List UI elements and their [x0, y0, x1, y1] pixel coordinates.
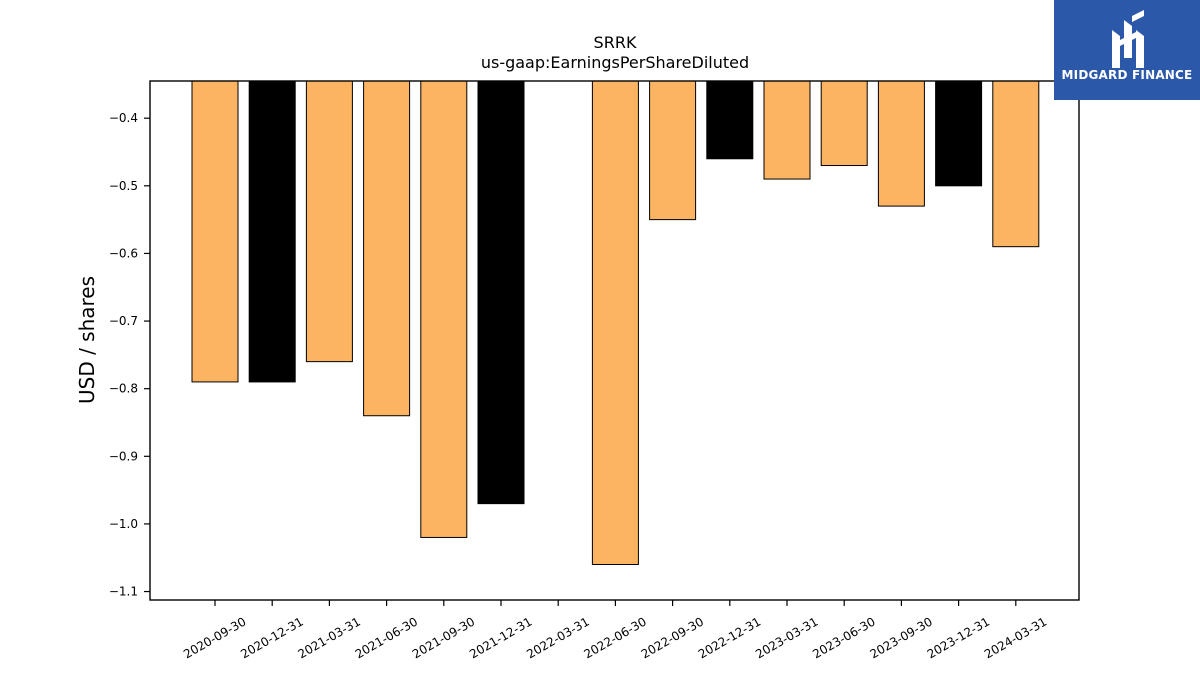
y-tick-label: −0.6	[109, 246, 138, 260]
y-tick-label: −1.1	[109, 585, 138, 599]
bar-2023-09-30	[877, 80, 925, 207]
bar-2023-06-30	[820, 80, 868, 167]
chart-subtitle: us-gaap:EarningsPerShareDiluted	[481, 53, 749, 72]
x-tick-label-2022-06-30: 2022-06-30	[581, 614, 648, 661]
x-tick-label-2021-03-31: 2021-03-31	[295, 614, 362, 661]
bar-2023-12-31	[935, 80, 983, 187]
y-tick-label: −0.5	[109, 179, 138, 193]
bar-2021-03-31	[305, 80, 353, 363]
plot-frame	[149, 80, 1080, 601]
bar-2022-12-31	[706, 80, 754, 160]
x-tick-label-2023-06-30: 2023-06-30	[810, 614, 877, 661]
bar-2021-12-31	[477, 80, 525, 505]
x-tick-label-2023-09-30: 2023-09-30	[867, 614, 934, 661]
midgard-logo-icon	[1112, 10, 1144, 68]
y-tick-label: −0.7	[109, 314, 138, 328]
y-tick-label: −1.0	[109, 517, 138, 531]
x-tick-label-2024-03-31: 2024-03-31	[982, 614, 1049, 661]
x-tick-label-2023-12-31: 2023-12-31	[925, 614, 992, 661]
bar-2020-09-30	[191, 80, 239, 383]
x-tick-label-2022-03-31: 2022-03-31	[524, 614, 591, 661]
x-tick-label-2020-09-30: 2020-09-30	[181, 614, 248, 661]
x-tick-label-2021-09-30: 2021-09-30	[410, 614, 477, 661]
bar-2020-12-31	[248, 80, 296, 383]
y-tick-label: −0.9	[109, 449, 138, 463]
bar-2021-09-30	[420, 80, 468, 538]
x-tick-label-2022-12-31: 2022-12-31	[696, 614, 763, 661]
bar-2022-06-30	[591, 80, 639, 565]
x-tick-label-2023-03-31: 2023-03-31	[753, 614, 820, 661]
bar-2023-03-31	[763, 80, 811, 180]
x-tick-label-2022-09-30: 2022-09-30	[639, 614, 706, 661]
y-tick-label: −0.4	[109, 111, 138, 125]
bar-2022-09-30	[649, 80, 697, 221]
bar-2021-06-30	[363, 80, 411, 417]
bar-2024-03-31	[992, 80, 1040, 248]
midgard-finance-logo: MIDGARD FINANCE	[1054, 0, 1200, 100]
y-tick-label: −0.8	[109, 382, 138, 396]
chart-title: SRRK	[594, 33, 637, 52]
y-axis-label: USD / shares	[75, 276, 99, 404]
logo-text: MIDGARD FINANCE	[1061, 68, 1193, 82]
x-tick-label-2021-06-30: 2021-06-30	[353, 614, 420, 661]
x-tick-label-2021-12-31: 2021-12-31	[467, 614, 534, 661]
x-tick-label-2020-12-31: 2020-12-31	[238, 614, 305, 661]
